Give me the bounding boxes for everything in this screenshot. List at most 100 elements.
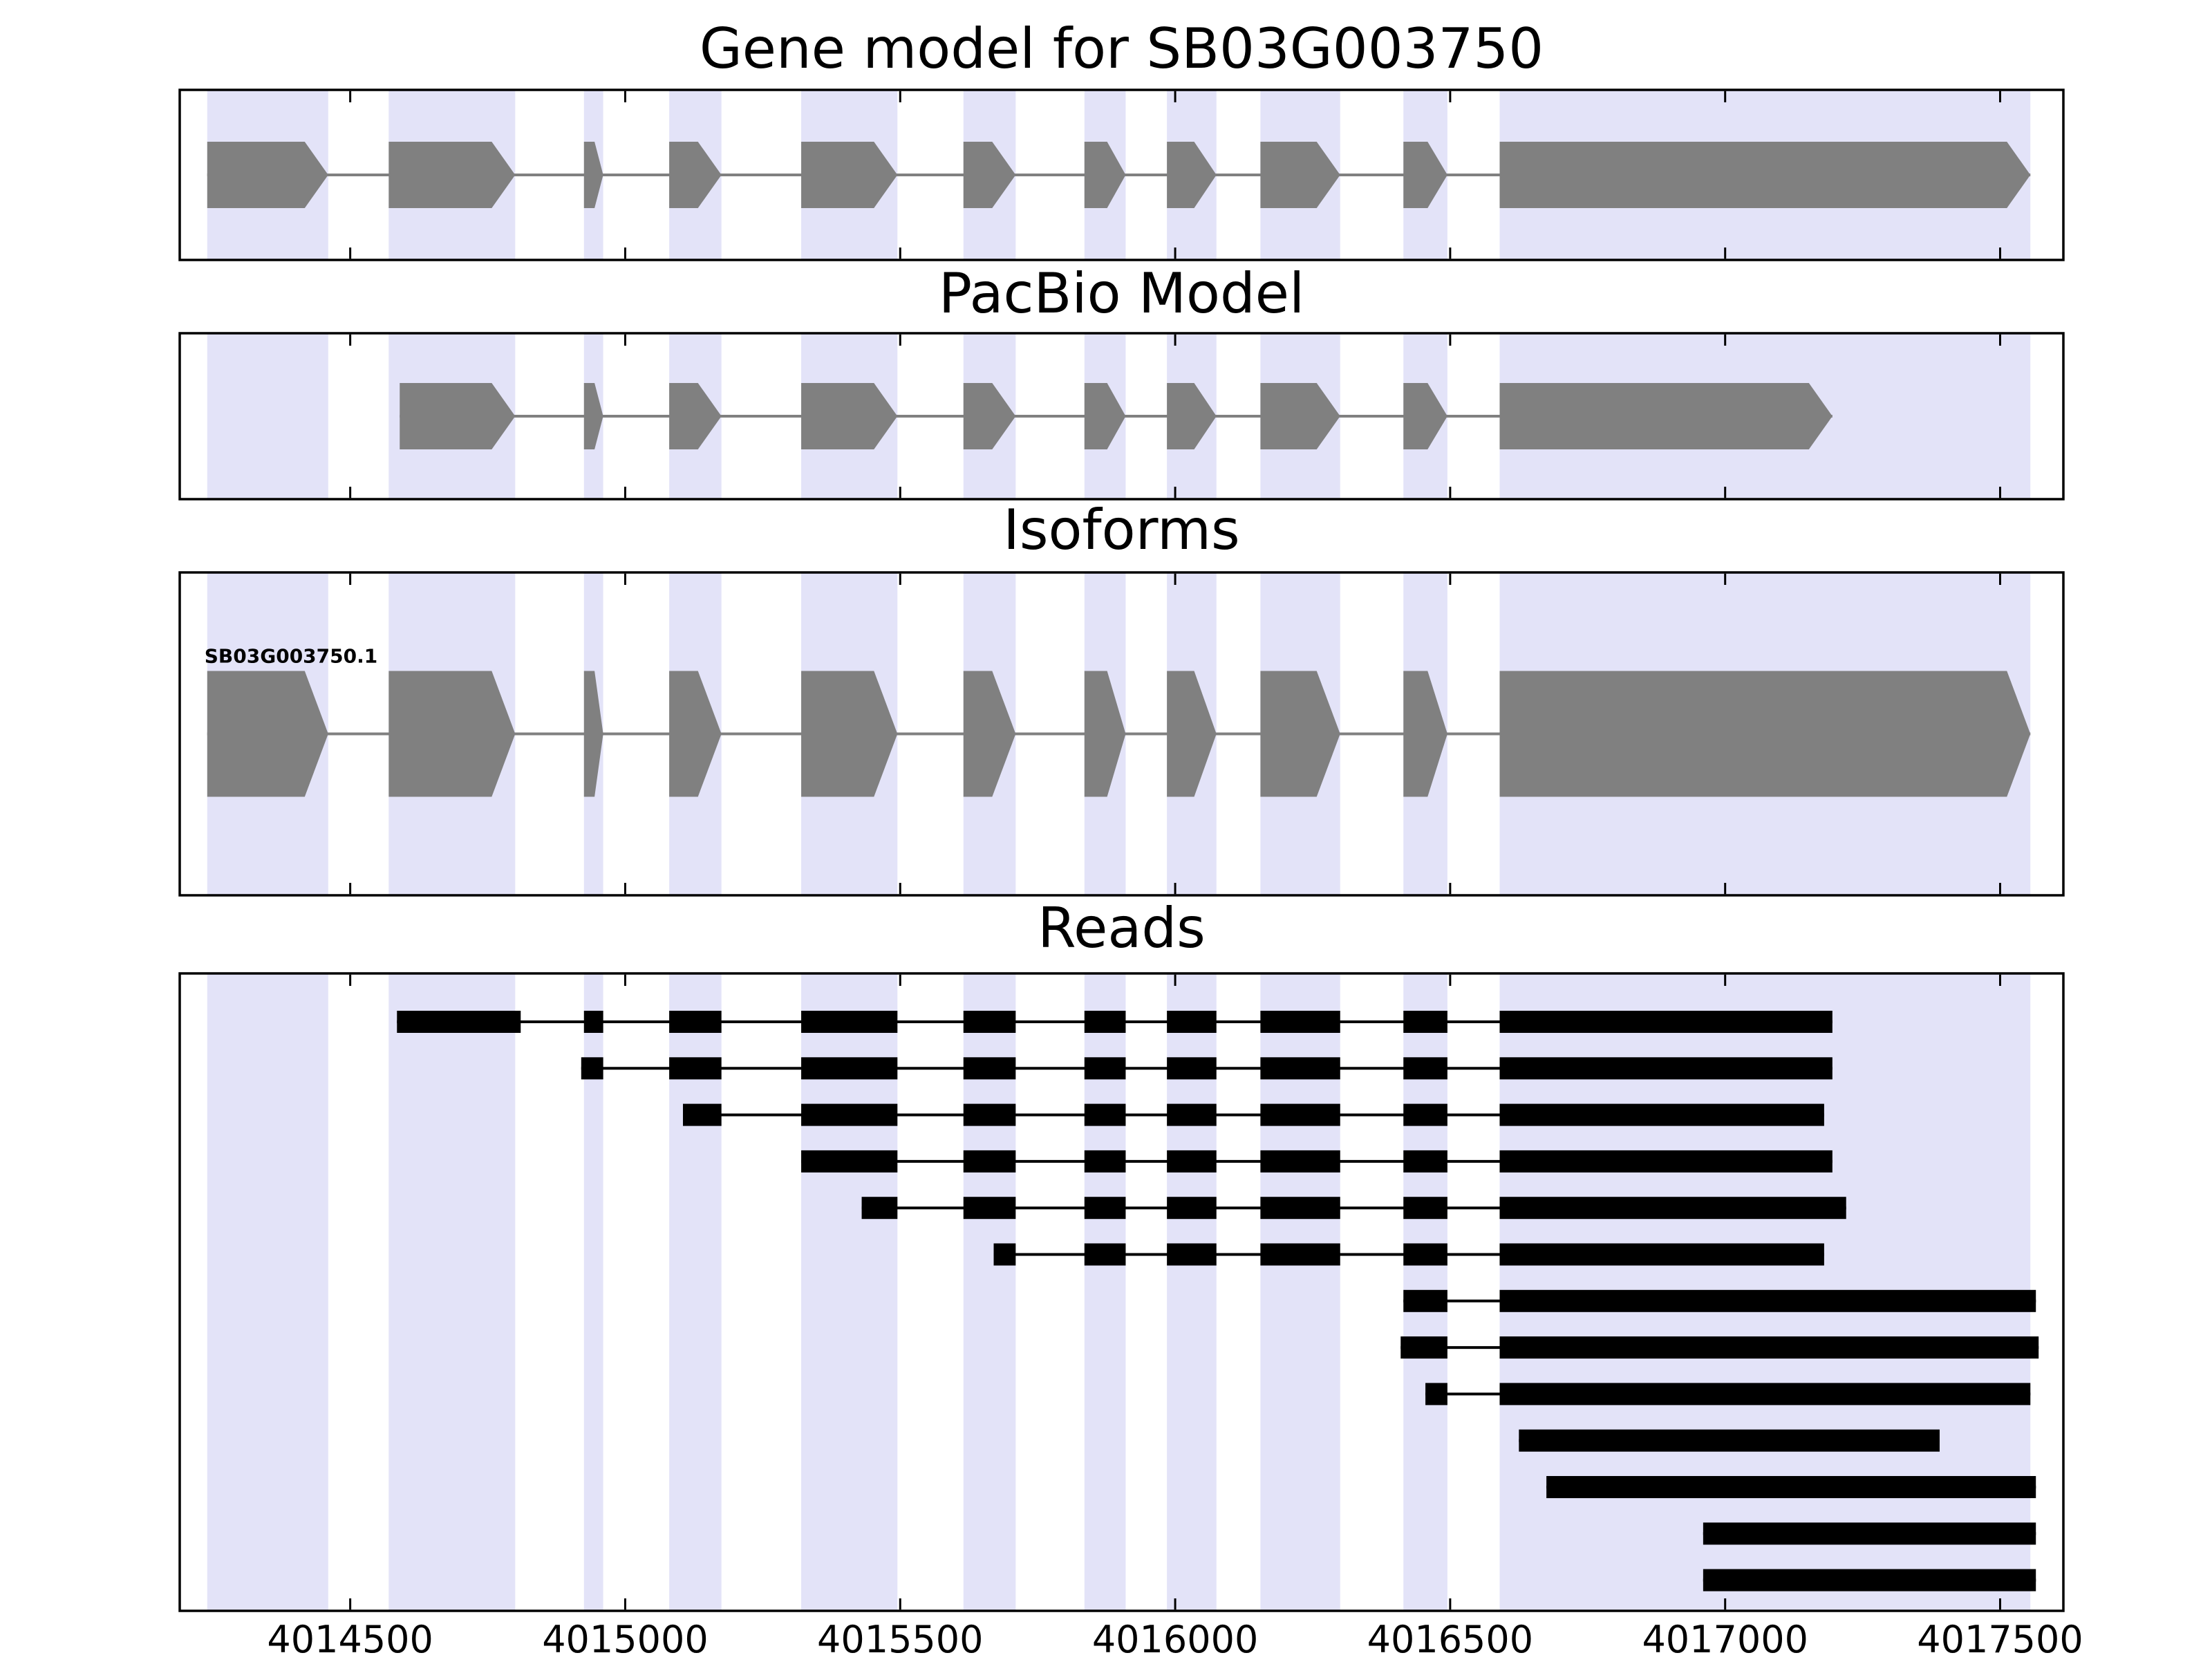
exon-highlight-band: [207, 973, 328, 1611]
exon-highlight-band: [963, 973, 1016, 1611]
exon-block: [1167, 142, 1217, 208]
exon-block: [1499, 383, 1833, 449]
read-exon: [1499, 1336, 2039, 1359]
read-exon: [1403, 1011, 1447, 1033]
read-exon: [963, 1057, 1016, 1080]
exon-block: [1084, 383, 1126, 449]
read-exon: [1167, 1197, 1217, 1220]
read-track: [1425, 1383, 2031, 1406]
read-exon: [963, 1150, 1016, 1173]
read-exon: [1167, 1011, 1217, 1033]
exon-block: [1260, 671, 1340, 797]
exon-highlight-band: [388, 973, 516, 1611]
exon-block: [1403, 142, 1447, 208]
panel-border: [178, 332, 2065, 501]
read-track: [801, 1150, 1833, 1173]
axis-tick-label: 4016500: [1367, 1618, 1534, 1659]
read-track: [1703, 1522, 2036, 1545]
exon-block: [388, 142, 516, 208]
read-exon: [1403, 1150, 1447, 1173]
read-exon: [1084, 1057, 1126, 1080]
isoform-label: SB03G003750.1: [205, 645, 377, 668]
exon-block: [1084, 142, 1126, 208]
exon-highlight-band: [583, 973, 603, 1611]
read-exon: [1084, 1197, 1126, 1220]
read-exon: [1260, 1057, 1340, 1080]
read-exon: [1499, 1057, 1833, 1080]
read-track: [1546, 1476, 2036, 1498]
read-exon: [801, 1150, 898, 1173]
read-exon: [963, 1197, 1016, 1220]
exon-highlight-band: [1260, 973, 1340, 1611]
read-track: [682, 1103, 1824, 1126]
axis-tick-label: 4014500: [267, 1618, 433, 1659]
panel-border: [178, 571, 2065, 897]
read-exon: [801, 1103, 898, 1126]
read-exon: [1403, 1243, 1447, 1266]
read-exon: [1167, 1150, 1217, 1173]
read-exon: [1499, 1243, 1824, 1266]
panel-border: [178, 972, 2065, 1612]
exon-block: [207, 142, 328, 208]
exon-block: [388, 671, 516, 797]
read-exon: [1400, 1336, 1447, 1359]
read-exon: [1084, 1243, 1126, 1266]
read-exon: [1260, 1197, 1340, 1220]
exon-highlight-band: [801, 973, 898, 1611]
read-exon: [1084, 1103, 1126, 1126]
read-exon: [1499, 1150, 1833, 1173]
read-track: [397, 1011, 1833, 1033]
read-exon: [1703, 1569, 2036, 1591]
exon-highlight-band: [207, 333, 328, 499]
axis-tick-label: 4015500: [817, 1618, 984, 1659]
read-exon: [682, 1103, 722, 1126]
exon-block: [1084, 671, 1126, 797]
read-exon: [963, 1011, 1016, 1033]
exon-block: [1260, 142, 1340, 208]
exon-block: [801, 142, 898, 208]
read-exon: [1499, 1011, 1833, 1033]
exon-block: [669, 142, 722, 208]
read-track: [581, 1057, 1833, 1080]
read-exon: [581, 1057, 603, 1080]
read-exon: [1403, 1103, 1447, 1126]
exon-block: [583, 383, 603, 449]
axis-tick-label: 4017500: [1917, 1618, 2083, 1659]
read-exon: [1403, 1289, 1447, 1312]
read-track: [861, 1197, 1846, 1220]
read-exon: [397, 1011, 521, 1033]
exon-block: [1403, 383, 1447, 449]
axis-tick-label: 4016000: [1092, 1618, 1259, 1659]
exon-block: [1499, 142, 2031, 208]
panel-border: [178, 88, 2065, 261]
axis-tick-label: 4017000: [1642, 1618, 1808, 1659]
read-track: [1403, 1289, 2036, 1312]
exon-block: [583, 671, 603, 797]
panel-title: Isoforms: [1003, 498, 1239, 562]
read-exon: [1499, 1197, 1846, 1220]
panel-model-1: [178, 332, 2065, 501]
exon-block: [963, 671, 1016, 797]
read-exon: [1084, 1011, 1126, 1033]
panel-model-0: [178, 88, 2065, 261]
exon-block: [583, 142, 603, 208]
read-exon: [1519, 1429, 1940, 1452]
read-exon: [1084, 1150, 1126, 1173]
read-exon: [1703, 1522, 2036, 1545]
read-exon: [583, 1011, 603, 1033]
read-exon: [801, 1011, 898, 1033]
exon-block: [801, 671, 898, 797]
read-exon: [963, 1103, 1016, 1126]
read-exon: [1167, 1243, 1217, 1266]
exon-highlight-band: [1084, 973, 1126, 1611]
read-exon: [1260, 1103, 1340, 1126]
exon-block: [1499, 671, 2031, 797]
exon-block: [207, 671, 328, 797]
read-exon: [1167, 1103, 1217, 1126]
axis-tick-label: 4015000: [542, 1618, 709, 1659]
panel-title: Reads: [1038, 896, 1206, 960]
panel-isoforms-2: SB03G003750.1: [178, 571, 2065, 897]
read-exon: [1546, 1476, 2036, 1498]
